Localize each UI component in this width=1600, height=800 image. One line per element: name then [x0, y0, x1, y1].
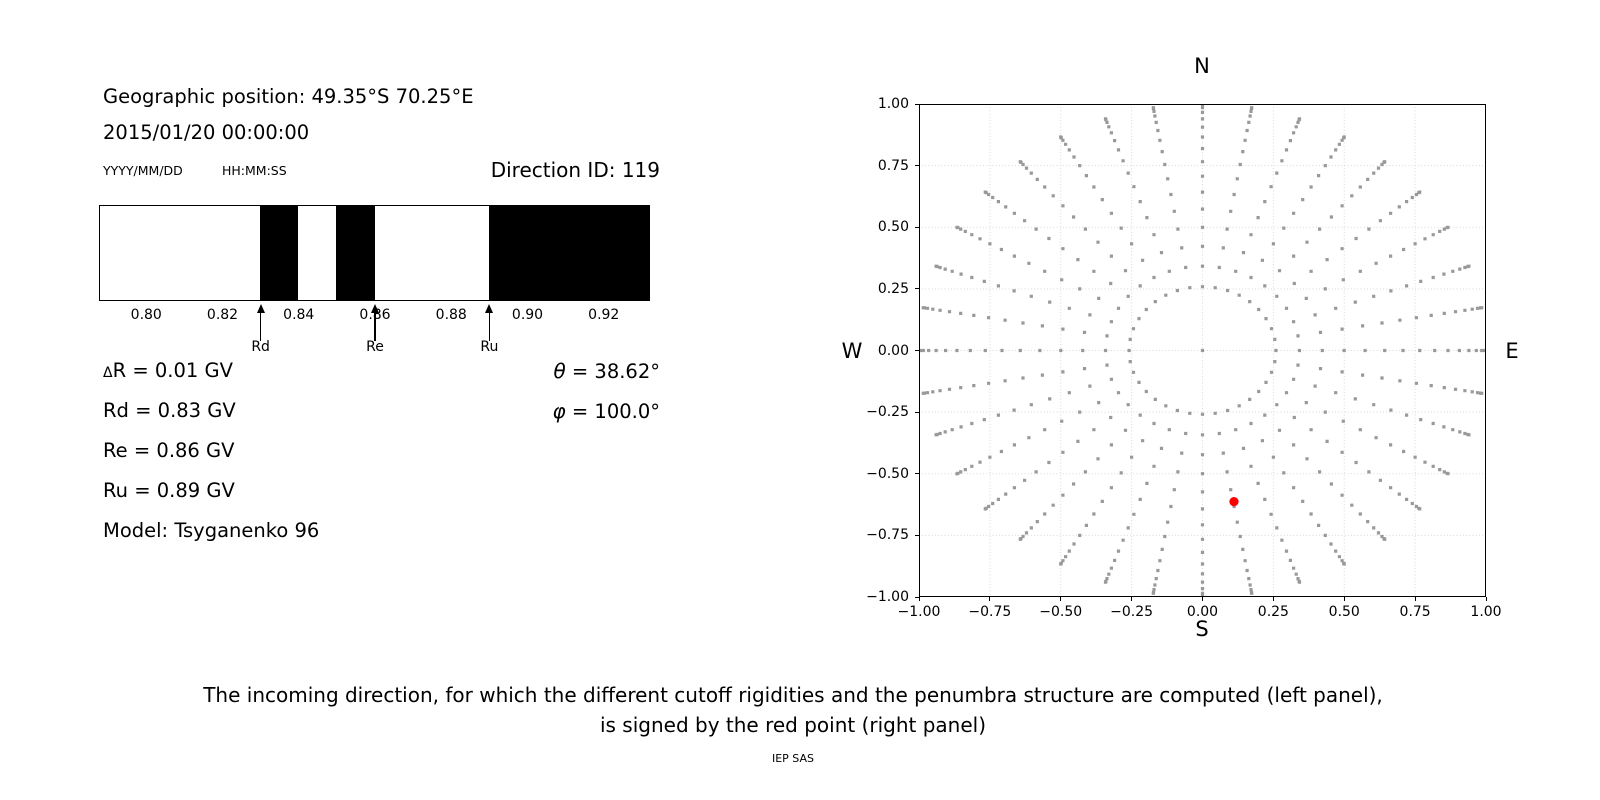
xtick-label: −0.75 [968, 604, 1012, 620]
compass-west-label: W [841, 339, 863, 363]
cutoff-arrow-head-rd [256, 304, 265, 313]
ru-line: Ru = 0.89 GV [103, 479, 235, 502]
compass-south-label: S [1195, 617, 1209, 641]
xtick-mark [1202, 597, 1203, 601]
phi-line: φ = 100.0° [410, 401, 660, 422]
ytick-mark [915, 473, 919, 475]
bar-xtick-label: 0.80 [130, 307, 162, 323]
cutoff-arrow-shaft-rd [259, 311, 262, 341]
cutoff-arrow-head-ru [485, 304, 494, 313]
bar-xtick-label: 0.84 [283, 307, 315, 323]
cutoff-arrow-label-ru: Ru [480, 339, 499, 355]
delta-symbol: Δ [103, 365, 113, 381]
xtick-label: 1.00 [1470, 604, 1502, 620]
cutoff-arrow-shaft-re [374, 311, 376, 341]
selected-direction-point [1229, 497, 1239, 507]
ytick-mark [915, 411, 919, 413]
xtick-mark [1272, 597, 1274, 601]
rd-line: Rd = 0.83 GV [103, 399, 236, 422]
model-line: Model: Tsyganenko 96 [103, 519, 320, 542]
xtick-label: −0.50 [1039, 604, 1083, 620]
ytick-label: 0.25 [877, 280, 909, 297]
ytick-label: 0.00 [877, 342, 909, 359]
xtick-label: −0.25 [1110, 604, 1154, 620]
phi-value: = 100.0° [565, 400, 660, 423]
theta-value: = 38.62° [565, 360, 660, 383]
ytick-label: −1.00 [866, 589, 909, 605]
ytick-label: 0.50 [877, 219, 909, 236]
xtick-label: 0.00 [1186, 604, 1219, 620]
date-format-label: YYYY/MM/DD [103, 163, 183, 178]
ytick-label: −0.50 [866, 465, 909, 482]
ytick-label: −0.25 [866, 404, 909, 421]
ytick-mark [915, 596, 919, 598]
ytick-mark [915, 165, 919, 167]
plot-spines [919, 104, 1486, 597]
forbidden-band [488, 206, 649, 300]
forbidden-band [336, 206, 375, 300]
forbidden-band [260, 206, 299, 300]
delta-r-value: R = 0.01 GV [112, 359, 233, 382]
bar-xtick-label: 0.88 [435, 307, 467, 323]
cutoff-arrow-shaft-ru [488, 311, 491, 341]
bar-xtick-label: 0.82 [206, 307, 239, 323]
datetime-text: 2015/01/20 00:00:00 [103, 121, 310, 144]
theta-line: θ = 38.62° [410, 361, 660, 382]
bar-xtick-label: 0.90 [511, 307, 544, 323]
ytick-mark [915, 103, 919, 105]
ytick-label: 0.75 [877, 157, 909, 174]
ytick-label: 1.00 [877, 96, 909, 112]
direction-scatter-svg [917, 102, 1488, 599]
compass-north-label: N [1194, 54, 1210, 78]
caption-line-1: The incoming direction, for which the di… [203, 683, 1383, 707]
xtick-label: 0.75 [1399, 604, 1431, 620]
time-format-label: HH:MM:SS [222, 163, 287, 178]
caption-line-2: is signed by the red point (right panel) [599, 713, 987, 737]
direction-id-label: Direction ID: 119 [490, 158, 660, 182]
bar-xtick-label: 0.92 [588, 307, 620, 323]
direction-plot-box [917, 102, 1488, 599]
xtick-label: −1.00 [897, 604, 941, 620]
xtick-mark [1485, 597, 1487, 601]
xtick-label: 0.25 [1257, 604, 1289, 620]
delta-r-line: ΔR = 0.01 GV [103, 361, 233, 381]
cutoff-arrow-label-re: Re [366, 339, 384, 355]
credit-text: IEP SAS [771, 752, 815, 765]
geographic-position-text: Geographic position: 49.35°S 70.25°E [103, 85, 474, 108]
ytick-mark [915, 226, 919, 228]
phi-symbol: φ [552, 399, 566, 423]
ytick-mark [915, 350, 919, 351]
penumbra-box [99, 205, 650, 301]
theta-symbol: θ [553, 359, 566, 383]
ytick-mark [915, 534, 919, 536]
xtick-mark [1131, 597, 1133, 601]
xtick-mark [918, 597, 920, 601]
xtick-mark [989, 597, 991, 601]
direction-grid-dots [917, 102, 1488, 599]
xtick-mark [1343, 597, 1345, 601]
xtick-mark [1060, 597, 1062, 601]
ytick-mark [915, 288, 919, 290]
cutoff-arrow-label-rd: Rd [251, 339, 270, 355]
ytick-label: −0.75 [866, 527, 909, 544]
xtick-mark [1414, 597, 1416, 601]
re-line: Re = 0.86 GV [103, 439, 235, 462]
cutoff-arrow-head-re [371, 304, 379, 313]
xtick-label: 0.50 [1328, 604, 1360, 620]
compass-east-label: E [1505, 339, 1519, 363]
